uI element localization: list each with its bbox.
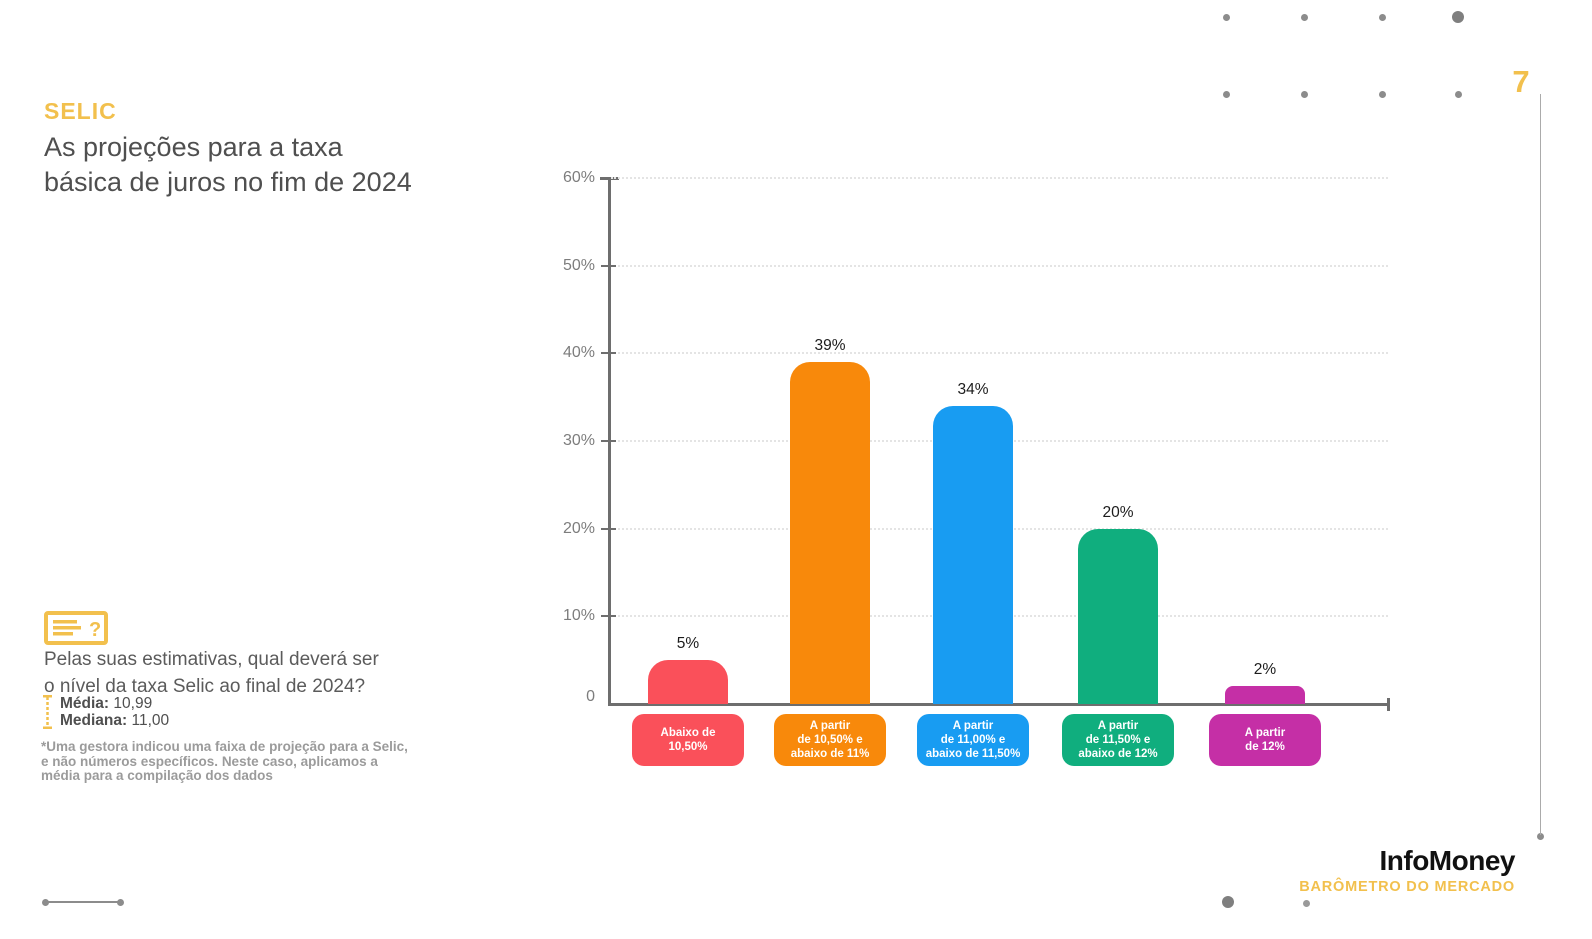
y-tick-50: [601, 264, 616, 267]
decorative-dot: [116, 898, 124, 906]
decorative-dot: [1222, 13, 1230, 21]
decorative-dot: [1454, 90, 1462, 98]
mediana-label: Mediana:: [60, 712, 128, 729]
y-axis-label-30: 30%: [562, 432, 595, 449]
y-tick-40: [601, 352, 616, 355]
category-label-line: abaixo de 11%: [790, 748, 870, 760]
decorative-dot: [1302, 899, 1310, 907]
media-label: Média:: [60, 694, 110, 712]
bar-value-label-4: 20%: [1102, 504, 1134, 521]
x-axis-line: [608, 703, 1389, 706]
category-label-line: Abaixo de: [660, 727, 716, 739]
decorative-dot: [1222, 90, 1230, 98]
footnote-line-2: e não números específicos. Neste caso, a…: [41, 753, 378, 769]
y-axis-line: [608, 178, 611, 706]
decorative-dot: [1222, 896, 1234, 908]
mediana-row: Mediana: 11,00: [60, 712, 169, 730]
category-label-line: de 11,50% e: [1085, 734, 1151, 746]
survey-question-line-1: Pelas suas estimativas, qual deverá ser: [44, 649, 379, 670]
bar-2: [790, 362, 870, 704]
category-label-line: A partir: [1244, 727, 1286, 739]
y-axis-label-10: 10%: [562, 607, 595, 625]
survey-question-icon: ?: [44, 610, 108, 651]
category-label-line: A partir: [809, 720, 851, 732]
media-row: Média: 10,99: [60, 695, 169, 713]
bar-value-label-2: 39%: [814, 337, 846, 354]
gridline-40: [611, 352, 1388, 355]
range-icon: [43, 695, 52, 729]
vertical-rule-decoration: [1540, 94, 1541, 835]
category-label-line: A partir: [1097, 720, 1139, 732]
page-title: As projeções para a taxa básica de juros…: [44, 130, 412, 200]
category-label-1: Abaixo de 10,50%: [632, 714, 744, 766]
y-axis-label-50: 50%: [562, 256, 595, 274]
decorative-dot: [1452, 11, 1464, 23]
infomoney-logo: InfoMoney: [1379, 845, 1516, 876]
category-label-line: abaixo de 11,50%: [925, 748, 1021, 760]
decorative-dot: [1300, 13, 1308, 21]
stats-lines: Média: 10,99 Mediana: 11,00: [60, 695, 169, 730]
page-title-line-2: básica de juros no fim de 2024: [44, 167, 412, 197]
section-label: SELIC: [44, 98, 117, 124]
footnote-line-1: *Uma gestora indicou uma faixa de projeç…: [41, 739, 408, 754]
survey-question-line-2: o nível da taxa Selic ao final de 2024?: [44, 676, 366, 697]
category-label-5: A partir de 12%: [1209, 714, 1321, 766]
footer-subtitle: BARÔMETRO DO MERCADO: [1299, 879, 1515, 895]
category-label-3: A partir de 11,00% e abaixo de 11,50%: [917, 714, 1029, 766]
bar-chart: 0 10% 20% 30% 40% 50% 60% 5% Abaixo de 10,50% 39% A…: [563, 169, 1390, 766]
y-tick-10: [601, 615, 616, 618]
gridline-60: [611, 177, 1388, 179]
mediana-value: 11,00: [131, 712, 170, 729]
horizontal-rule-decoration: [45, 901, 120, 903]
x-axis-end-tick: [1387, 698, 1390, 711]
y-tick-20: [601, 527, 616, 530]
footnote-line-3: média para a compilação dos dados: [41, 768, 273, 783]
survey-question-text: Pelas suas estimativas, qual deverá ser …: [44, 646, 379, 700]
bar-value-label-5: 2%: [1253, 661, 1277, 678]
category-label-line: de 10,50% e: [797, 734, 863, 746]
page-number: 7: [1512, 64, 1530, 99]
category-label-4: A partir de 11,50% e abaixo de 12%: [1062, 714, 1174, 766]
svg-text:?: ?: [89, 619, 101, 641]
footnote: *Uma gestora indicou uma faixa de projeç…: [41, 739, 408, 784]
bar-3: [933, 406, 1013, 704]
bar-1: [648, 660, 728, 704]
bar-value-label-1: 5%: [676, 635, 700, 652]
category-label-line: de 11,00% e: [940, 734, 1006, 746]
gridline-50: [611, 264, 1388, 267]
decorative-dot: [1300, 90, 1308, 98]
category-label-line: 10,50%: [668, 741, 708, 753]
media-value: 10,99: [113, 694, 153, 712]
category-label-line: A partir: [952, 720, 994, 732]
y-axis-label-60: 60%: [562, 169, 595, 186]
decorative-dot: [1378, 13, 1386, 21]
footer-brand-block: InfoMoney BARÔMETRO DO MERCADO: [1299, 845, 1516, 896]
decorative-dot: [1536, 832, 1544, 840]
y-axis-label-40: 40%: [562, 344, 595, 362]
category-label-line: de 12%: [1245, 741, 1285, 753]
y-axis-label-20: 20%: [562, 519, 595, 537]
page-title-line-1: As projeções para a taxa: [44, 132, 343, 162]
y-axis-label-0: 0: [586, 688, 595, 705]
decorative-dot: [1378, 90, 1386, 98]
bar-4: [1078, 529, 1158, 704]
y-tick-30: [601, 440, 616, 442]
y-axis-top-cap: [600, 177, 619, 180]
category-label-2: A partir de 10,50% e abaixo de 11%: [774, 714, 886, 766]
stats-block: Média: 10,99 Mediana: 11,00: [42, 694, 169, 730]
bar-5: [1225, 686, 1305, 704]
category-label-line: abaixo de 12%: [1078, 748, 1158, 760]
bar-value-label-3: 34%: [957, 381, 989, 398]
